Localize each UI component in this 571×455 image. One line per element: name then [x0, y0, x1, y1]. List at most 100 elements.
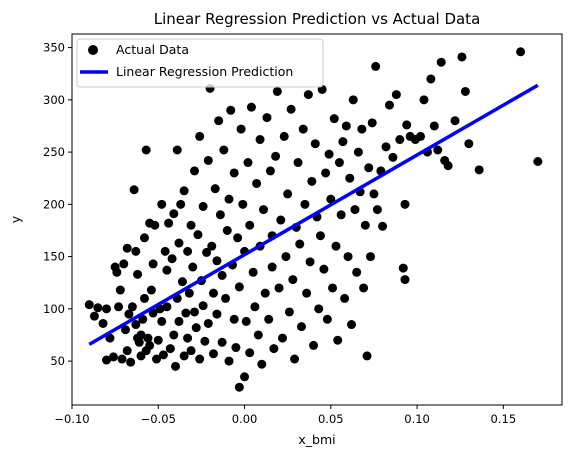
data-point — [133, 269, 143, 279]
data-point — [181, 308, 191, 318]
data-point — [460, 86, 470, 96]
data-point — [212, 256, 222, 266]
data-point — [102, 304, 112, 314]
data-point — [233, 233, 243, 243]
data-point — [224, 194, 234, 204]
data-point — [350, 205, 360, 215]
data-point — [169, 330, 179, 340]
data-point — [160, 246, 170, 256]
data-point — [190, 166, 199, 176]
data-point — [179, 186, 189, 196]
legend-label-regression-line: Linear Regression Prediction — [116, 64, 293, 79]
data-point — [191, 323, 201, 333]
data-point — [362, 351, 372, 361]
data-point — [402, 120, 412, 130]
data-point — [259, 205, 269, 215]
data-point — [112, 267, 122, 277]
y-tick-label: 250 — [43, 145, 65, 159]
data-point — [310, 139, 320, 149]
data-point — [152, 354, 162, 364]
data-point — [167, 254, 177, 264]
data-point — [134, 337, 144, 347]
data-point — [345, 173, 355, 183]
data-point — [296, 322, 306, 332]
data-point — [164, 218, 174, 228]
data-point — [241, 316, 251, 326]
data-point — [333, 335, 343, 345]
data-point — [450, 116, 460, 126]
data-point — [533, 156, 543, 166]
x-tick-label: 0.10 — [404, 412, 430, 426]
data-point — [165, 344, 175, 354]
data-point — [234, 382, 244, 392]
data-point — [200, 336, 210, 346]
data-point — [203, 318, 213, 328]
data-point — [276, 215, 286, 225]
x-tick-label: −0.10 — [54, 412, 89, 426]
data-point — [334, 158, 344, 168]
data-point — [293, 158, 303, 168]
y-tick-label: 50 — [50, 354, 65, 368]
data-point — [174, 316, 184, 326]
data-point — [474, 165, 484, 175]
data-point — [183, 246, 193, 256]
data-point — [226, 105, 236, 115]
data-point — [186, 220, 196, 230]
data-point — [322, 314, 332, 324]
data-point — [129, 185, 139, 195]
y-tick-label: 300 — [43, 93, 65, 107]
data-point — [207, 241, 217, 251]
data-point — [186, 346, 196, 356]
data-point — [281, 252, 291, 262]
data-point — [214, 116, 224, 126]
data-point — [139, 293, 149, 303]
data-point — [157, 316, 167, 326]
data-point — [248, 267, 258, 277]
data-point — [193, 230, 203, 240]
data-point — [324, 149, 334, 159]
data-point — [246, 102, 256, 112]
data-point — [400, 275, 410, 285]
data-point — [89, 311, 99, 321]
data-point — [208, 349, 218, 359]
data-point — [364, 163, 374, 173]
scatter-points — [84, 47, 543, 392]
data-point — [360, 220, 370, 230]
data-point — [162, 265, 172, 275]
data-point — [288, 275, 298, 285]
data-point — [365, 252, 375, 262]
data-point — [150, 220, 160, 230]
data-point — [157, 199, 167, 209]
data-point — [172, 145, 182, 155]
data-point — [257, 359, 267, 369]
data-point — [141, 145, 151, 155]
data-point — [176, 199, 186, 209]
data-point — [419, 95, 429, 105]
data-point — [195, 354, 205, 364]
data-point — [212, 309, 222, 319]
data-point — [108, 352, 118, 362]
data-point — [274, 283, 284, 293]
data-point — [329, 114, 339, 124]
data-point — [243, 158, 253, 168]
data-point — [309, 340, 319, 350]
data-point — [120, 325, 130, 335]
data-point — [217, 337, 227, 347]
data-point — [222, 225, 232, 235]
data-point — [114, 302, 124, 312]
data-point — [264, 314, 274, 324]
data-point — [328, 283, 338, 293]
data-point — [290, 354, 300, 364]
x-tick-label: 0.05 — [318, 412, 344, 426]
data-point — [457, 52, 467, 62]
data-point — [102, 355, 112, 365]
data-point — [416, 131, 426, 141]
data-point — [433, 145, 443, 155]
data-point — [119, 259, 129, 269]
data-point — [245, 220, 255, 230]
data-point — [388, 152, 398, 162]
data-point — [169, 209, 179, 219]
data-point — [271, 151, 281, 161]
data-point — [253, 330, 263, 340]
data-point — [272, 86, 282, 96]
